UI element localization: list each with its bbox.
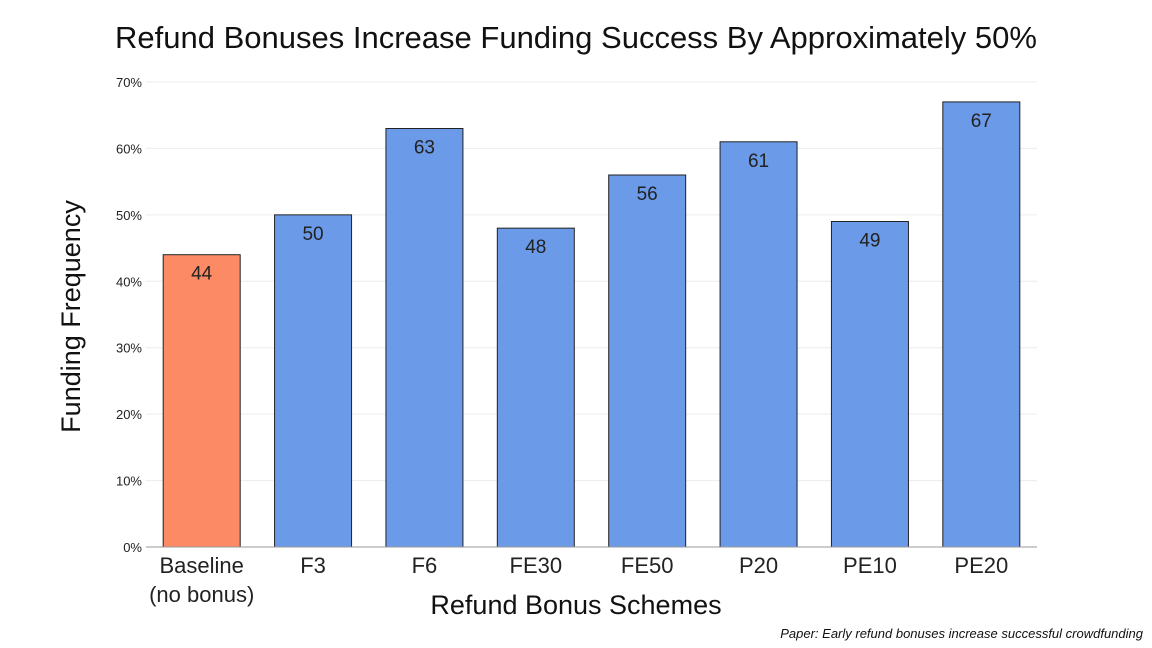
x-axis-title: Refund Bonus Schemes bbox=[430, 590, 721, 620]
bar bbox=[942, 101, 1021, 548]
y-tick-label: 50% bbox=[116, 208, 142, 223]
bar bbox=[719, 141, 798, 548]
data-labels: 44 50 63 48 56 61 49 67 bbox=[191, 111, 992, 285]
bar-baseline bbox=[162, 254, 241, 548]
y-tick-label: 40% bbox=[116, 274, 142, 289]
x-tick-label: PE20 bbox=[954, 553, 1008, 578]
bar-value-label: 67 bbox=[971, 111, 992, 132]
x-tick-label: PE10 bbox=[843, 553, 897, 578]
y-axis-ticks: 0% 10% 20% 30% 40% 50% 60% 70% bbox=[116, 75, 142, 555]
bar-value-label: 49 bbox=[859, 231, 880, 252]
x-tick-label: Baseline (no bonus) bbox=[149, 553, 254, 607]
x-tick-label: FE50 bbox=[621, 553, 674, 578]
x-tick-label: FE30 bbox=[510, 553, 563, 578]
source-note: Paper: Early refund bonuses increase suc… bbox=[780, 626, 1144, 641]
y-tick-label: 0% bbox=[123, 540, 142, 555]
y-tick-label: 60% bbox=[116, 141, 142, 156]
y-tick-label: 30% bbox=[116, 341, 142, 356]
bar bbox=[608, 174, 687, 548]
bar-value-label: 56 bbox=[637, 184, 658, 205]
y-tick-label: 10% bbox=[116, 474, 142, 489]
y-tick-label: 70% bbox=[116, 75, 142, 90]
bar-value-label: 63 bbox=[414, 138, 435, 159]
y-tick-label: 20% bbox=[116, 407, 142, 422]
bar bbox=[496, 227, 575, 548]
y-axis-title: Funding Frequency bbox=[56, 200, 86, 433]
bar bbox=[274, 214, 353, 548]
bars bbox=[162, 101, 1021, 548]
bar-value-label: 48 bbox=[525, 237, 546, 258]
bar-value-label: 44 bbox=[191, 264, 213, 285]
bar-value-label: 50 bbox=[302, 224, 323, 245]
bar bbox=[830, 221, 909, 548]
x-tick-label: F3 bbox=[300, 553, 326, 578]
x-tick-label: P20 bbox=[739, 553, 778, 578]
chart-title: Refund Bonuses Increase Funding Success … bbox=[115, 20, 1037, 55]
x-tick-label: F6 bbox=[412, 553, 438, 578]
x-axis-ticks: Baseline (no bonus) F3 F6 FE30 FE50 P20 PE10 PE2… bbox=[149, 553, 1008, 607]
bar-value-label: 61 bbox=[748, 151, 769, 172]
bar bbox=[385, 128, 464, 548]
